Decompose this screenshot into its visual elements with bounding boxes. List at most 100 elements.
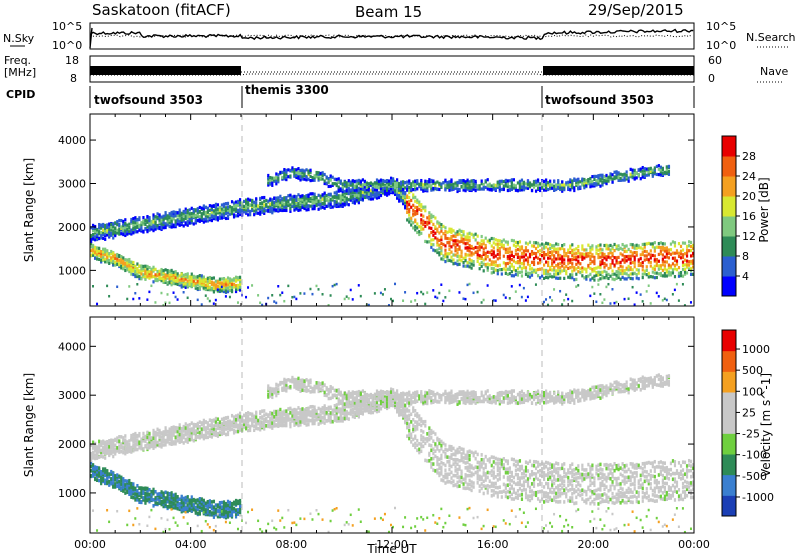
power-cell	[363, 188, 367, 192]
power-cell	[373, 292, 376, 295]
power-cell	[212, 286, 216, 291]
power-cell	[190, 272, 193, 276]
power-cell	[186, 296, 189, 300]
power-cell	[645, 268, 648, 272]
power-cell	[325, 204, 328, 208]
power-cell	[514, 260, 518, 265]
power-cell	[619, 260, 622, 264]
power-cell	[112, 259, 115, 264]
power-cell	[577, 251, 580, 255]
velocity-cell	[122, 445, 125, 450]
power-cell	[357, 191, 360, 195]
power-cell	[490, 244, 493, 248]
power-cell	[198, 281, 201, 285]
power-cell	[476, 246, 479, 250]
velocity-cell	[176, 429, 179, 434]
power-cell	[510, 238, 513, 243]
freq-block-1	[90, 66, 241, 75]
power-cell	[327, 195, 330, 199]
power-cell	[601, 301, 604, 305]
power-cell	[549, 243, 552, 247]
power-cell	[454, 242, 457, 246]
power-cell	[657, 245, 660, 249]
power-cell	[402, 202, 405, 206]
power-cell	[623, 257, 626, 261]
power-cell	[226, 283, 230, 287]
power-cell	[681, 260, 685, 264]
power-cell	[104, 250, 107, 254]
power-cell	[251, 203, 254, 207]
power-cell	[498, 252, 501, 257]
power-cell	[277, 204, 280, 208]
power-cell	[444, 233, 447, 237]
power-cell	[186, 208, 189, 213]
velocity-cell	[132, 491, 135, 496]
velocity-cell	[164, 527, 167, 531]
power-cell	[687, 240, 691, 244]
power-cell	[559, 257, 562, 261]
power-cell	[220, 285, 223, 289]
power-cell	[681, 241, 685, 245]
power-cell	[462, 237, 465, 241]
power-cell	[444, 255, 447, 259]
velocity-cell	[162, 434, 165, 438]
power-cell	[285, 175, 288, 179]
velocity-cell	[116, 448, 119, 453]
velocity-cell	[152, 504, 155, 508]
power-cell	[120, 257, 123, 262]
power-cell	[261, 206, 264, 210]
power-cell	[553, 186, 556, 190]
power-cell	[536, 186, 540, 190]
power-cell	[494, 299, 497, 302]
power-cell	[176, 282, 179, 286]
power-cell	[325, 181, 328, 185]
power-cell	[198, 278, 201, 283]
power-cell	[528, 267, 532, 271]
power-cell	[547, 269, 550, 273]
power-cell	[140, 227, 143, 232]
power-cell	[565, 181, 568, 185]
power-cell	[599, 272, 602, 276]
power-cell	[506, 182, 509, 186]
colorbar-tick-label: 4	[742, 270, 749, 283]
power-cell	[625, 175, 628, 179]
power-cell	[392, 191, 395, 195]
power-cell	[398, 195, 401, 199]
power-cell	[448, 247, 451, 252]
power-cell	[452, 253, 455, 257]
power-cell	[114, 221, 117, 225]
power-cell	[414, 199, 417, 203]
power-cell	[164, 225, 167, 230]
power-cell	[283, 205, 286, 209]
power-cell	[593, 255, 596, 259]
power-cell	[228, 209, 232, 214]
power-cell	[516, 181, 520, 185]
power-cell	[142, 222, 145, 226]
power-cell	[261, 303, 264, 306]
velocity-cell	[174, 429, 177, 433]
power-cell	[406, 184, 409, 188]
power-cell	[571, 265, 574, 269]
power-cell	[440, 223, 443, 227]
power-cell	[245, 206, 248, 210]
power-cell	[440, 235, 443, 239]
power-cell	[345, 184, 348, 188]
power-cell	[196, 279, 199, 283]
velocity-cell	[160, 431, 163, 435]
power-cell	[343, 202, 346, 206]
power-cell	[126, 258, 129, 262]
power-cell	[339, 203, 342, 207]
power-cell	[420, 290, 423, 294]
power-cell	[168, 221, 171, 225]
power-cell	[585, 252, 588, 256]
power-cell	[661, 245, 664, 249]
velocity-cell	[158, 492, 161, 496]
velocity-cell	[136, 507, 139, 510]
power-cell	[365, 193, 369, 197]
velocity-cell	[136, 434, 139, 438]
power-cell	[536, 183, 540, 188]
velocity-cell	[152, 498, 155, 502]
power-cell	[206, 286, 209, 290]
power-cell	[482, 262, 485, 266]
power-cell	[522, 188, 526, 192]
